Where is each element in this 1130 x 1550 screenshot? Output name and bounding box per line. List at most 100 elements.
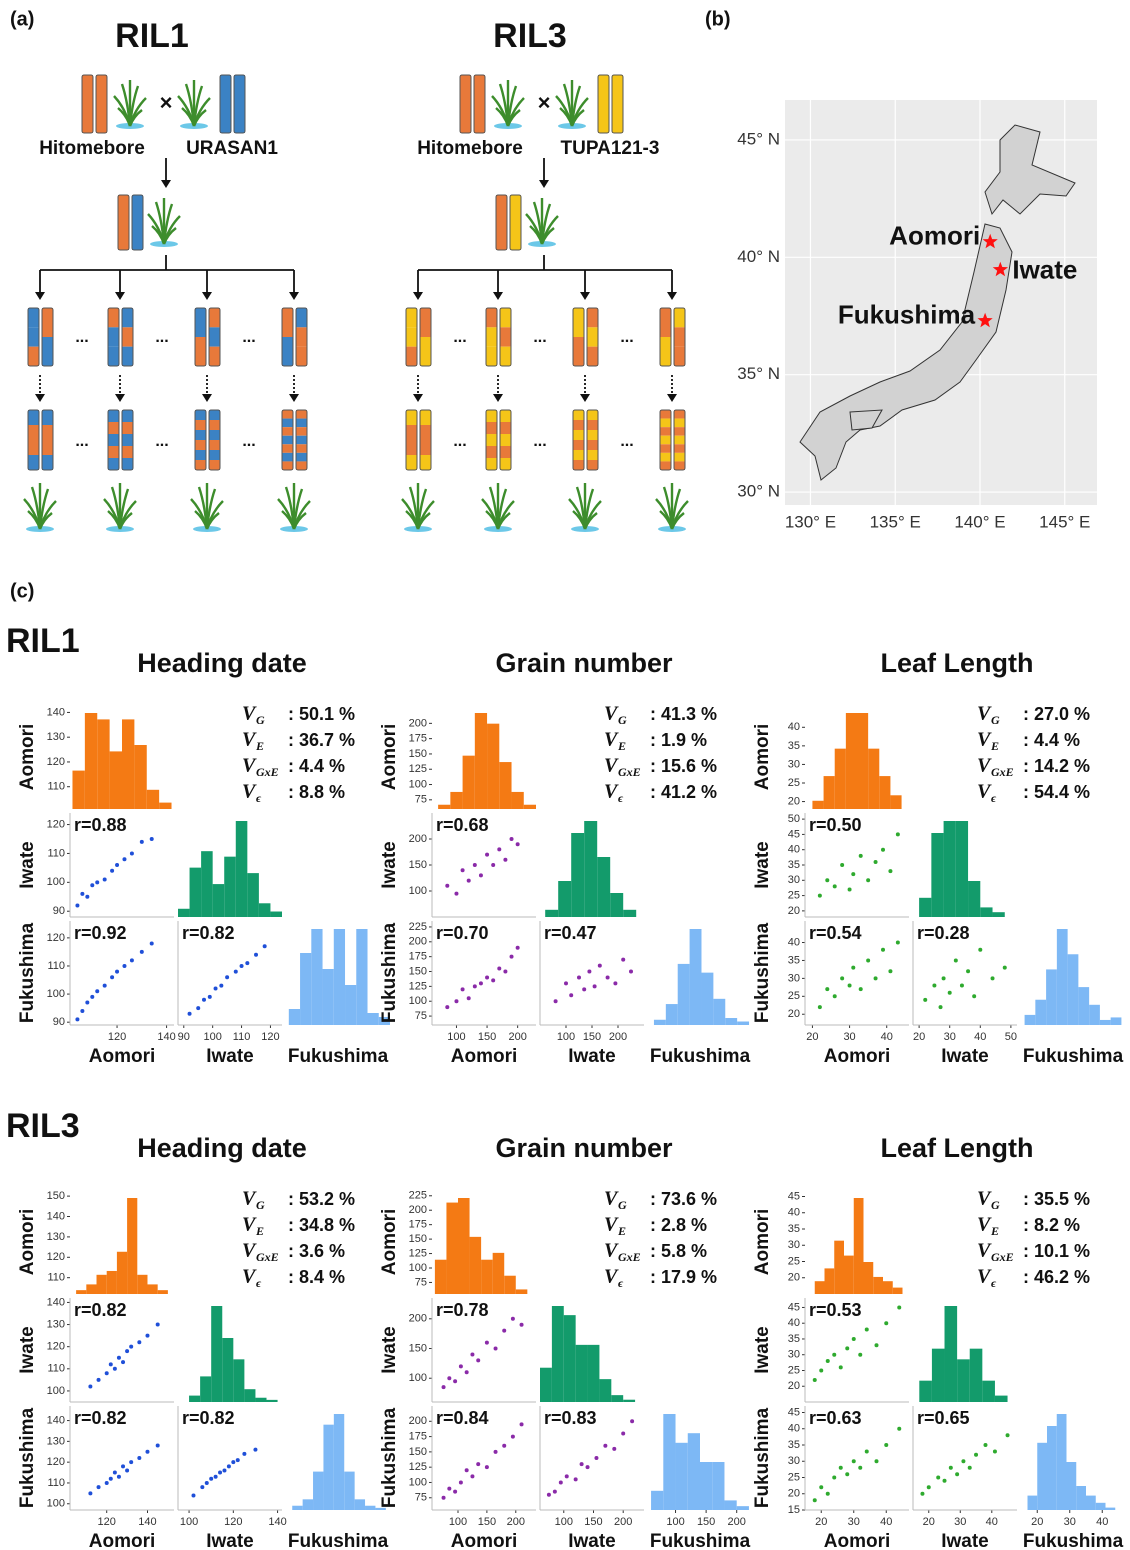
scatter-point bbox=[833, 994, 837, 998]
scatter-point bbox=[875, 1343, 879, 1347]
x-tick-label: 100 bbox=[666, 1516, 684, 1528]
y-tick-label: 125 bbox=[409, 1461, 427, 1473]
scatter-point bbox=[897, 1427, 901, 1431]
arrow-head bbox=[493, 394, 503, 402]
scatter-point bbox=[234, 970, 238, 974]
variance-value: : 53.2 % bbox=[288, 1189, 355, 1209]
scatter-point bbox=[598, 964, 602, 968]
scatter-point bbox=[109, 1477, 113, 1481]
chromosome-segment bbox=[573, 420, 584, 430]
histogram-bar bbox=[137, 1275, 147, 1294]
scatter-point bbox=[200, 1485, 204, 1489]
chart-title: Leaf Length bbox=[881, 648, 1034, 678]
chromosome-segment bbox=[500, 347, 511, 366]
x-tick-label: 40 bbox=[881, 1031, 893, 1043]
scatter-point bbox=[587, 970, 591, 974]
scatter-point bbox=[473, 863, 477, 867]
x-axis-label: Iwate bbox=[941, 1046, 989, 1067]
scatter-point bbox=[110, 869, 114, 873]
arrow-head bbox=[493, 292, 503, 300]
y-tick-label: 90 bbox=[53, 1016, 65, 1028]
chromosome-segment bbox=[500, 410, 511, 422]
histogram-bar bbox=[919, 1381, 932, 1402]
scatter-point bbox=[881, 848, 885, 852]
histogram-bar bbox=[334, 929, 345, 1025]
variance-symbol: V bbox=[242, 1240, 257, 1262]
y-tick-label: 125 bbox=[409, 980, 427, 992]
scatter-point bbox=[222, 1468, 226, 1472]
scatter-point bbox=[858, 1353, 862, 1357]
y-tick-label: 75 bbox=[415, 1492, 427, 1504]
histogram-bar bbox=[690, 929, 702, 1025]
scatter-point bbox=[129, 1345, 133, 1349]
chromosome-segment bbox=[282, 453, 293, 462]
chromosome-segment bbox=[420, 455, 431, 470]
chromosome-segment bbox=[674, 436, 685, 445]
histogram-bar bbox=[571, 833, 584, 917]
chromosome-segment bbox=[28, 455, 39, 470]
chromosome-segment bbox=[500, 446, 511, 458]
histogram-bar bbox=[654, 1020, 666, 1025]
y-tick-label: 150 bbox=[409, 1446, 427, 1458]
histogram-bar bbox=[159, 803, 171, 809]
x-axis-label: Aomori bbox=[824, 1046, 891, 1067]
variance-subscript: E bbox=[255, 739, 264, 753]
ellipsis: ... bbox=[453, 329, 466, 346]
histogram-bar bbox=[211, 1306, 222, 1402]
y-tick-label: 110 bbox=[47, 781, 65, 793]
chromosome-segment bbox=[296, 327, 307, 346]
x-tick-label: 100 bbox=[555, 1516, 573, 1528]
histogram-bar bbox=[678, 964, 690, 1025]
variance-value: : 54.4 % bbox=[1023, 782, 1090, 802]
chromosome-segment bbox=[108, 422, 119, 434]
chart-title: Heading date bbox=[137, 648, 307, 678]
x-axis-label: Fukushima bbox=[1023, 1531, 1124, 1550]
x-tick-label: 130° E bbox=[785, 512, 836, 531]
chromosome-segment bbox=[674, 327, 685, 346]
histogram-bar bbox=[701, 973, 713, 1025]
scatter-point bbox=[819, 1485, 823, 1489]
x-tick-label: 50 bbox=[1005, 1031, 1017, 1043]
y-tick-label: 175 bbox=[409, 733, 427, 745]
scatter-point bbox=[202, 998, 206, 1002]
x-tick-label: 110 bbox=[233, 1031, 251, 1043]
y-tick-label: 30 bbox=[788, 1455, 800, 1467]
histogram-bar bbox=[700, 1462, 712, 1510]
scatter-point bbox=[105, 1481, 109, 1485]
ellipsis: ... bbox=[533, 433, 546, 450]
scatter-point bbox=[859, 987, 863, 991]
chromosome-segment bbox=[28, 308, 39, 327]
scatter-point bbox=[121, 1464, 125, 1468]
site-label: Iwate bbox=[1012, 255, 1077, 285]
scatter-point bbox=[874, 976, 878, 980]
chromosome-segment bbox=[296, 347, 307, 366]
chromosome-segment bbox=[573, 308, 584, 337]
x-tick-label: 120 bbox=[224, 1516, 242, 1528]
scatter-point bbox=[453, 1490, 457, 1494]
chromosome-segment bbox=[486, 434, 497, 446]
cross-symbol: × bbox=[160, 90, 173, 115]
scatter-point bbox=[603, 1444, 607, 1448]
histogram-bar bbox=[552, 1306, 564, 1402]
ellipsis: ... bbox=[155, 433, 168, 450]
scatter-point bbox=[103, 877, 107, 881]
chromosome-segment bbox=[195, 440, 206, 450]
y-tick-label: 130 bbox=[47, 731, 65, 743]
variance-symbol: V bbox=[242, 1188, 257, 1210]
variance-subscript: G bbox=[256, 1198, 265, 1212]
scatter-point bbox=[954, 958, 958, 962]
histogram-bar bbox=[190, 868, 202, 917]
scatter-point bbox=[503, 858, 507, 862]
chromosome-segment bbox=[674, 461, 685, 470]
variance-value: : 35.5 % bbox=[1023, 1189, 1090, 1209]
x-axis-label: Fukushima bbox=[650, 1531, 751, 1550]
histogram-bar bbox=[932, 1349, 945, 1402]
histogram-bar bbox=[588, 1345, 600, 1402]
y-tick-label: 30 bbox=[788, 758, 800, 770]
chromosome-segment bbox=[486, 446, 497, 458]
y-tick-label: 35 bbox=[788, 1333, 800, 1345]
scatter-point bbox=[465, 1468, 469, 1472]
x-tick-label: 200 bbox=[507, 1516, 525, 1528]
chromosome-segment bbox=[108, 308, 119, 327]
scatter-point bbox=[939, 1005, 943, 1009]
